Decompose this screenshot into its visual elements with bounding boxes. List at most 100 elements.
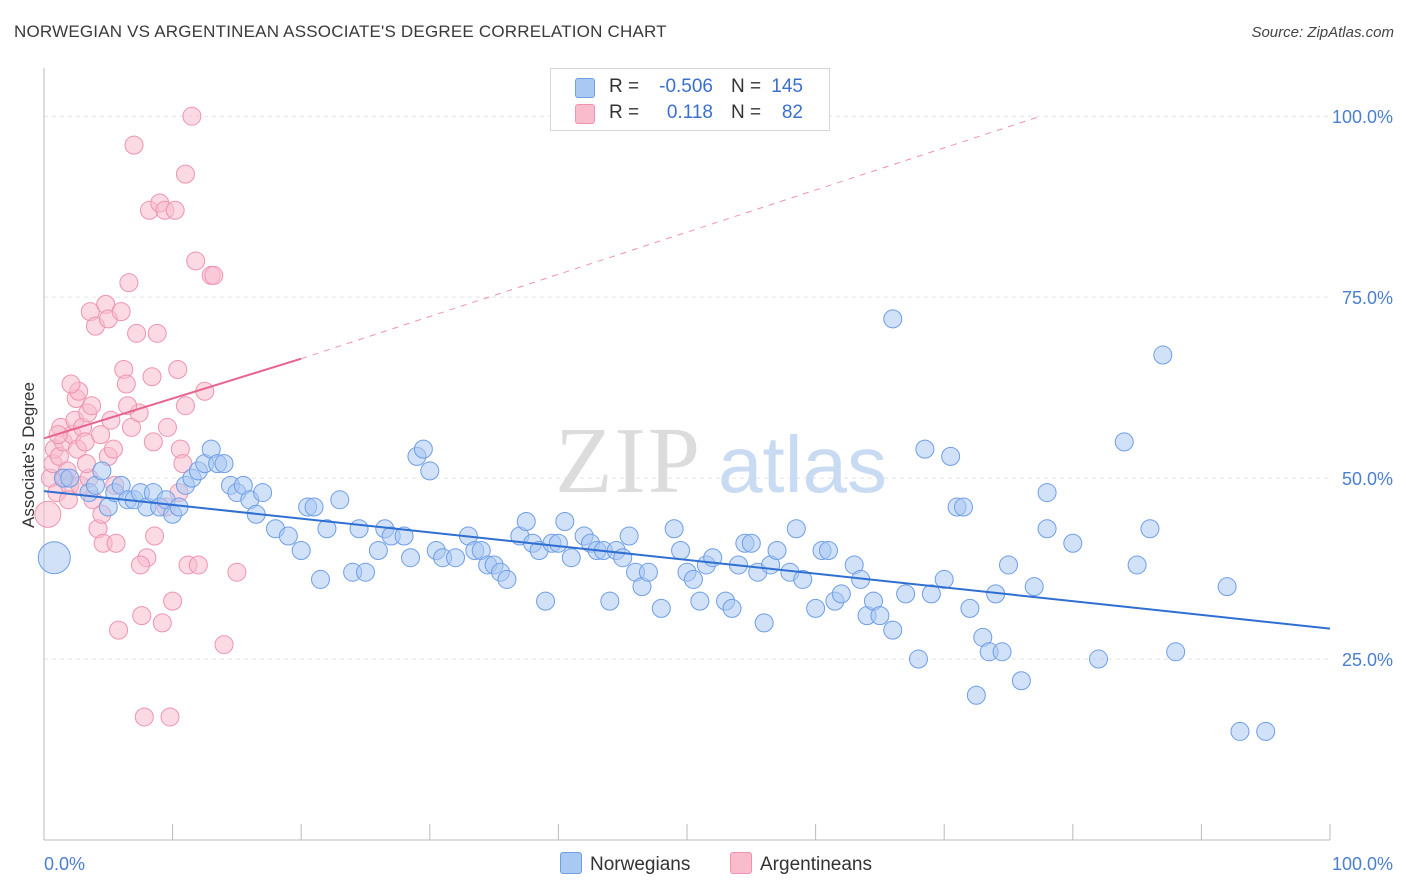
scatter-point [168, 360, 188, 380]
argentineans-trendline [43, 357, 302, 440]
scatter-point [883, 620, 903, 640]
scatter-point [106, 533, 126, 553]
scatter-point [253, 483, 273, 503]
scatter-point [394, 526, 414, 546]
watermark-zip: ZIP [555, 409, 702, 513]
legend-n-value: 82 [781, 102, 803, 123]
legend-n-label: N = [731, 102, 762, 123]
scatter-point [173, 454, 193, 474]
legend-swatch-pink [575, 104, 595, 124]
legend-swatch-blue [575, 78, 595, 98]
scatter-point [992, 642, 1012, 662]
scatter-point [921, 584, 941, 604]
scatter-point [1153, 345, 1173, 365]
scatter-point [175, 164, 195, 184]
scatter-point [1011, 671, 1031, 691]
scatter-point [103, 439, 123, 459]
scatter-point [420, 461, 440, 481]
scatter-point [600, 591, 620, 611]
scatter-point [330, 490, 350, 510]
scatter-point [915, 439, 935, 459]
scatter-point [82, 396, 102, 416]
scatter-point [786, 519, 806, 539]
scatter-point [1024, 577, 1044, 597]
scatter-point [1217, 577, 1237, 597]
scatter-point [92, 461, 112, 481]
scatter-point [317, 519, 337, 539]
scatter-point [555, 512, 575, 532]
bottom-legend-label: Argentineans [760, 854, 872, 875]
axes [43, 68, 1331, 841]
scatter-point [966, 685, 986, 705]
scatter-point [446, 548, 466, 568]
scatter-point [619, 526, 639, 546]
scatter-point [91, 425, 111, 445]
x-tick-max: 100.0% [1332, 854, 1393, 874]
legend-row-argentineans: R = 0.118 N = 82 [551, 101, 829, 127]
scatter-point [182, 106, 202, 126]
scatter-point [134, 707, 154, 727]
scatter-point [132, 606, 152, 626]
x-tick-min: 0.0% [44, 854, 85, 874]
scatter-point [883, 309, 903, 329]
y-tick-label: 25.0% [1342, 650, 1393, 670]
legend-r-value: 0.118 [666, 102, 713, 123]
scatter-point [116, 374, 136, 394]
y-axis-label: Associate's Degree [19, 382, 38, 528]
scatter-point [130, 555, 150, 575]
scatter-point [941, 446, 961, 466]
scatter-point [722, 598, 742, 618]
scatter-point [157, 417, 177, 437]
scatter-point [1037, 519, 1057, 539]
legend-n-label: N = [731, 76, 762, 97]
scatter-point [934, 569, 954, 589]
scatter-point [152, 613, 172, 633]
legend-n-value: 145 [771, 76, 803, 97]
scatter-point [497, 569, 517, 589]
scatter-point [818, 540, 838, 560]
bottom-legend-argentineans: Argentineans [730, 852, 872, 876]
scatter-point [896, 584, 916, 604]
source-label: Source: ZipAtlas.com [1251, 24, 1394, 41]
scatter-point [953, 497, 973, 517]
scatter-point [664, 519, 684, 539]
scatter-point [548, 533, 568, 553]
scatter-point [806, 598, 826, 618]
stats-legend: R = -0.506 N = 145 R = 0.118 N = 82 [550, 68, 830, 131]
scatter-point [61, 374, 81, 394]
scatter-point [147, 323, 167, 343]
bottom-legend-label: Norwegians [590, 854, 691, 875]
scatter-point [75, 432, 95, 452]
scatter-point [349, 519, 369, 539]
y-tick-label: 100.0% [1332, 107, 1393, 127]
scatter-point [310, 569, 330, 589]
scatter-point [683, 569, 703, 589]
scatter-point [163, 591, 183, 611]
watermark: ZIP atlas [555, 409, 887, 513]
bottom-swatch-pink [730, 852, 752, 874]
scatter-point [793, 569, 813, 589]
scatter-point [870, 606, 890, 626]
argentineans-trendline-extension [301, 115, 1041, 360]
scatter-point [60, 468, 80, 488]
scatter-point [160, 707, 180, 727]
scatter-point [767, 540, 787, 560]
scatter-point [227, 562, 247, 582]
bottom-swatch-blue [560, 852, 582, 874]
y-tick-label: 75.0% [1342, 288, 1393, 308]
scatter-point [58, 490, 78, 510]
scatter-point [214, 454, 234, 474]
bottom-legend-norwegians: Norwegians [560, 852, 690, 876]
scatter-point [1127, 555, 1147, 575]
scatter-point [186, 251, 206, 271]
norwegians-points [37, 309, 1276, 741]
scatter-point [536, 591, 556, 611]
scatter-point [1114, 432, 1134, 452]
scatter-point [142, 367, 162, 387]
scatter-point [1230, 721, 1250, 741]
scatter-point [999, 555, 1018, 575]
scatter-point [127, 323, 147, 343]
scatter-point [204, 265, 224, 285]
argentineans-points [34, 106, 247, 727]
scatter-point [413, 439, 433, 459]
